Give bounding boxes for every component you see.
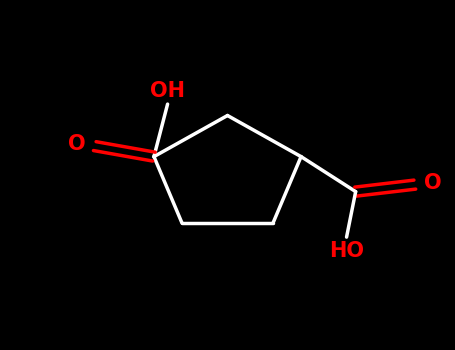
Text: O: O xyxy=(68,134,86,154)
Text: HO: HO xyxy=(329,240,364,261)
Text: OH: OH xyxy=(150,80,185,100)
Text: O: O xyxy=(424,173,441,193)
